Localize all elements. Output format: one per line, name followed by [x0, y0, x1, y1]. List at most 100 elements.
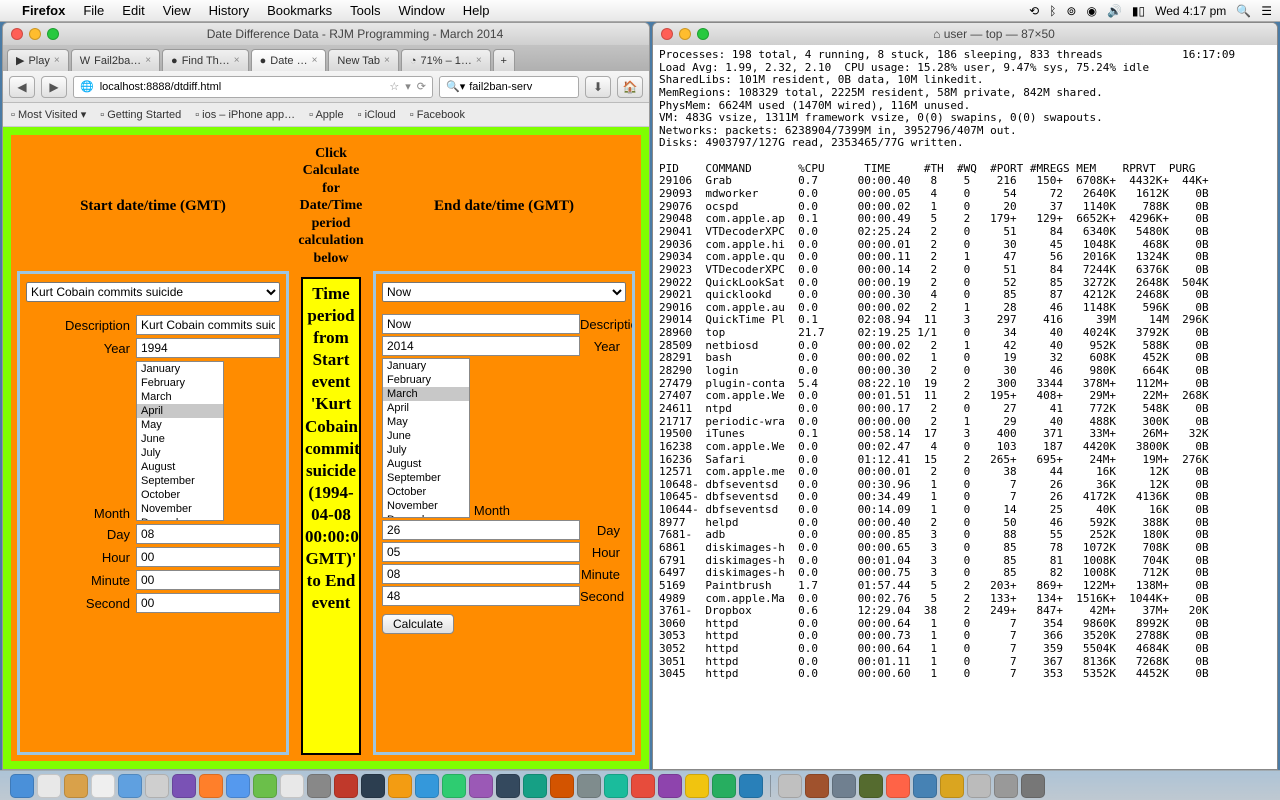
zoom-icon[interactable] — [697, 28, 709, 40]
dock-item[interactable] — [469, 774, 493, 798]
menu-help[interactable]: Help — [463, 3, 490, 18]
bookmark-item[interactable]: ▫ Facebook — [410, 109, 465, 121]
menu-window[interactable]: Window — [399, 3, 445, 18]
tab-close-icon[interactable]: × — [145, 55, 151, 66]
month-option[interactable]: March — [137, 390, 223, 404]
month-option[interactable]: August — [137, 460, 223, 474]
bookmark-item[interactable]: ▫ Most Visited ▾ — [11, 108, 86, 121]
sync-icon[interactable]: ⟲ — [1029, 4, 1039, 18]
dock-item[interactable] — [361, 774, 385, 798]
end-minute-input[interactable] — [382, 564, 580, 584]
dock-item[interactable] — [280, 774, 304, 798]
dock-item[interactable] — [415, 774, 439, 798]
month-option[interactable]: May — [137, 418, 223, 432]
menu-edit[interactable]: Edit — [122, 3, 144, 18]
volume-icon[interactable]: 🔊 — [1107, 4, 1122, 18]
month-option[interactable]: December — [383, 513, 469, 518]
dock-item[interactable] — [778, 774, 802, 798]
close-icon[interactable] — [661, 28, 673, 40]
month-option[interactable]: July — [383, 443, 469, 457]
month-option[interactable]: September — [137, 474, 223, 488]
dock-item[interactable] — [994, 774, 1018, 798]
tab-close-icon[interactable]: × — [54, 55, 60, 66]
month-option[interactable]: January — [383, 359, 469, 373]
end-second-input[interactable] — [382, 586, 580, 606]
month-option[interactable]: February — [137, 376, 223, 390]
dock-item[interactable] — [10, 774, 34, 798]
downloads-button[interactable]: ⬇ — [585, 76, 611, 98]
home-button[interactable]: 🏠 — [617, 76, 643, 98]
month-option[interactable]: June — [137, 432, 223, 446]
reload-icon[interactable]: ⟳ — [417, 80, 426, 93]
dock-item[interactable] — [307, 774, 331, 798]
month-option[interactable]: May — [383, 415, 469, 429]
dock-item[interactable] — [37, 774, 61, 798]
close-icon[interactable] — [11, 28, 23, 40]
bookmark-item[interactable]: ▫ iCloud — [358, 109, 396, 121]
dropdown-icon[interactable]: ▾ — [405, 80, 411, 93]
end-event-select[interactable]: Now — [382, 282, 626, 302]
dock-item[interactable] — [940, 774, 964, 798]
dock-item[interactable] — [913, 774, 937, 798]
dock-item[interactable] — [1021, 774, 1045, 798]
browser-tab[interactable]: ●Date …× — [251, 49, 327, 71]
dock-item[interactable] — [64, 774, 88, 798]
month-option[interactable]: July — [137, 446, 223, 460]
bluetooth-icon[interactable]: ᛒ — [1049, 4, 1056, 18]
search-bar[interactable]: 🔍▾ fail2ban-serv — [439, 76, 579, 98]
start-second-input[interactable] — [136, 593, 280, 613]
feed-icon[interactable]: ☆ — [389, 80, 399, 93]
dock-item[interactable] — [631, 774, 655, 798]
clock[interactable]: Wed 4:17 pm — [1155, 4, 1226, 18]
start-year-input[interactable] — [136, 338, 280, 358]
month-option[interactable]: October — [383, 485, 469, 499]
month-option[interactable]: November — [383, 499, 469, 513]
app-menu[interactable]: Firefox — [22, 3, 65, 18]
dock-item[interactable] — [739, 774, 763, 798]
dock-item[interactable] — [442, 774, 466, 798]
start-hour-input[interactable] — [136, 547, 280, 567]
bookmark-item[interactable]: ▫ ios – iPhone app… — [195, 109, 295, 121]
dock-item[interactable] — [886, 774, 910, 798]
month-option[interactable]: June — [383, 429, 469, 443]
terminal-output[interactable]: Processes: 198 total, 4 running, 8 stuck… — [653, 45, 1277, 769]
month-option[interactable]: November — [137, 502, 223, 516]
month-option[interactable]: August — [383, 457, 469, 471]
wifi-icon[interactable]: ⊚ — [1066, 4, 1076, 18]
end-hour-input[interactable] — [382, 542, 580, 562]
start-description-input[interactable] — [136, 315, 280, 335]
browser-tab[interactable]: New Tab× — [328, 49, 398, 71]
dock-item[interactable] — [496, 774, 520, 798]
end-day-input[interactable] — [382, 520, 580, 540]
end-month-list[interactable]: JanuaryFebruaryMarchAprilMayJuneJulyAugu… — [382, 358, 470, 518]
dock-item[interactable] — [91, 774, 115, 798]
dock-item[interactable] — [604, 774, 628, 798]
url-bar[interactable]: 🌐 localhost:8888/dtdiff.html ☆ ▾ ⟳ — [73, 76, 433, 98]
dock-item[interactable] — [145, 774, 169, 798]
start-event-select[interactable]: Kurt Cobain commits suicide — [26, 282, 280, 302]
dock-item[interactable] — [685, 774, 709, 798]
month-option[interactable]: March — [383, 387, 469, 401]
bookmark-item[interactable]: ▫ Apple — [309, 109, 343, 121]
start-minute-input[interactable] — [136, 570, 280, 590]
forward-button[interactable]: ▶ — [41, 76, 67, 98]
menu-tools[interactable]: Tools — [350, 3, 380, 18]
dock-item[interactable] — [253, 774, 277, 798]
month-option[interactable]: October — [137, 488, 223, 502]
browser-tab[interactable]: ◔71% – 1…× — [401, 49, 491, 71]
menu-bookmarks[interactable]: Bookmarks — [267, 3, 332, 18]
browser-tab[interactable]: ▶Play× — [7, 49, 69, 71]
month-option[interactable]: April — [137, 404, 223, 418]
battery-icon[interactable]: ▮▯ — [1132, 4, 1145, 18]
dock-item[interactable] — [172, 774, 196, 798]
wifi-signal-icon[interactable]: ◉ — [1086, 4, 1096, 18]
tab-close-icon[interactable]: × — [476, 55, 482, 66]
month-option[interactable]: December — [137, 516, 223, 521]
back-button[interactable]: ◀ — [9, 76, 35, 98]
minimize-icon[interactable] — [29, 28, 41, 40]
browser-tab[interactable]: ●Find Th…× — [162, 49, 249, 71]
start-day-input[interactable] — [136, 524, 280, 544]
month-option[interactable]: January — [137, 362, 223, 376]
tab-close-icon[interactable]: × — [234, 55, 240, 66]
menu-file[interactable]: File — [83, 3, 104, 18]
